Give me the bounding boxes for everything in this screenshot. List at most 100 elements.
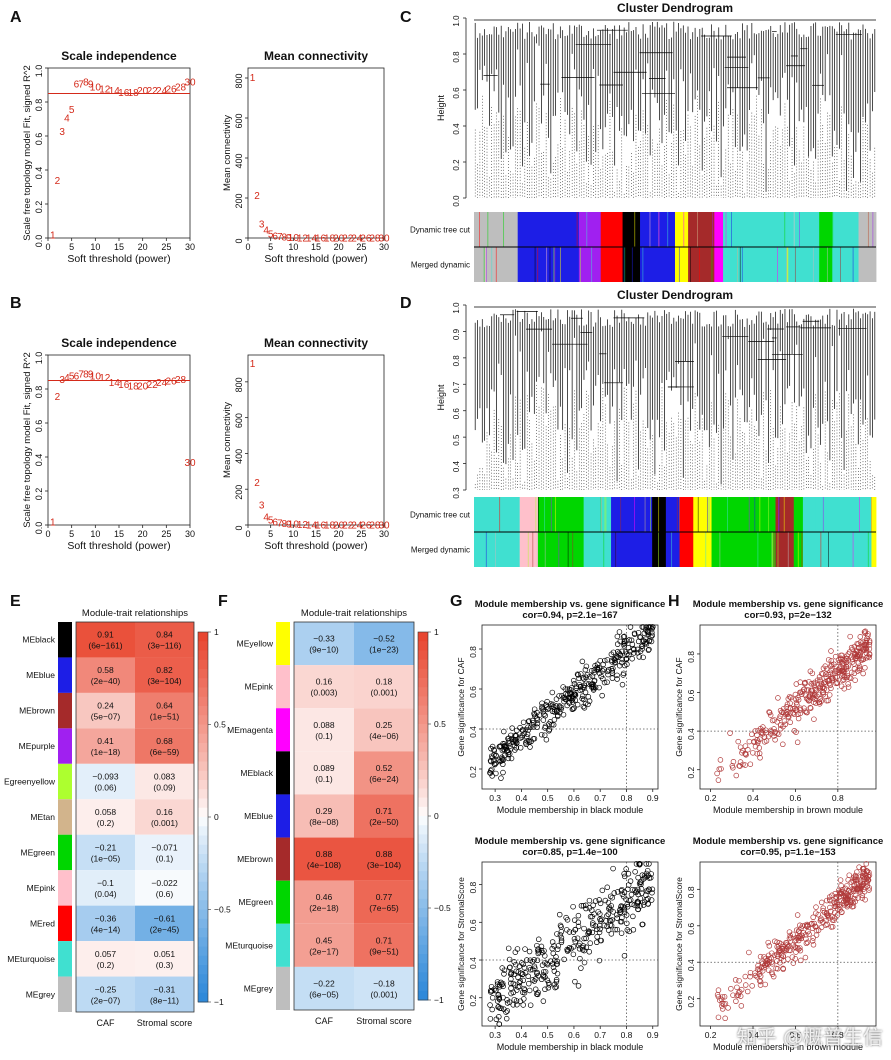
module-segment-black [622,247,641,282]
data-point [630,913,636,920]
colorbar-step [198,770,208,781]
cell-pvalue: (0.003) [311,688,338,698]
data-point [583,680,589,687]
data-point [797,945,803,951]
module-color-magenta [276,708,290,752]
data-point [826,680,833,687]
power-point: 2 [254,478,260,489]
colorbar-step [198,909,208,920]
data-point [534,724,540,730]
colorbar-step [198,696,208,707]
cell-value: 0.45 [316,935,333,945]
data-point [608,903,614,909]
data-point [733,998,739,1005]
module-stripe [553,247,555,282]
power-point: 2 [55,176,61,187]
power-point: 28 [175,375,187,386]
data-point [783,709,790,715]
module-stripe [537,247,539,282]
data-point [843,659,850,665]
power-point: 20 [333,234,345,245]
module-stripe [822,497,824,532]
cell-pvalue: (0.09) [153,783,175,793]
y-tick-label: 0.8 [686,886,696,898]
cell-value: 0.16 [156,807,173,817]
data-point [624,904,631,910]
cell-pvalue: (0.04) [94,889,116,899]
data-point [514,727,520,734]
data-point [586,949,593,955]
x-tick-label: 0 [245,242,250,252]
heat-cell [354,837,414,881]
x-axis-label: Module membership in black module [497,1042,644,1052]
module-segment-turquoise [583,532,612,567]
data-point [589,673,596,679]
data-point [605,911,612,918]
data-point [820,684,826,690]
data-point [851,885,858,892]
cell-pvalue: (4e−14) [91,924,121,934]
data-point [623,656,629,662]
data-point [603,918,609,924]
y-tick-label: 600 [234,113,244,128]
colorbar-step [198,632,208,642]
data-point [555,943,562,949]
data-point [752,972,759,979]
data-point [789,954,796,960]
module-stripe [786,247,788,282]
data-point [769,971,776,977]
data-point [851,883,857,889]
data-point [526,987,533,994]
data-point [646,861,652,867]
data-point [632,887,638,893]
data-point [757,953,764,960]
data-point [633,861,640,867]
data-point [860,868,867,875]
data-point [794,945,801,951]
module-stripe [683,212,685,247]
colorbar-step [418,954,428,964]
y-tick-label: 0.6 [686,923,696,935]
data-point [558,937,565,944]
data-point [631,646,637,652]
cell-pvalue: (0.6) [156,889,174,899]
cell-value: 0.58 [97,665,114,675]
y-tick-label: 0.8 [686,651,696,663]
module-stripe [644,497,646,532]
color-row-label: Dynamic tree cut [410,511,471,520]
data-point [715,987,722,993]
data-point [756,745,763,751]
data-point [496,744,503,750]
colorbar-step [198,752,208,762]
data-point [500,980,506,987]
data-point [865,633,871,639]
data-point [529,966,536,973]
x-tick-label: 5 [69,242,74,252]
y-tick-label: 0.6 [452,87,461,99]
data-point [541,732,548,738]
data-point [634,903,641,909]
data-point [866,885,872,891]
heatmap-frame [293,621,415,1011]
data-point [841,672,848,679]
module-segment-magenta [714,247,724,282]
data-point [590,681,596,687]
y-tick-label: 0.4 [452,123,461,135]
module-stripe [840,247,841,282]
data-point [775,695,781,701]
data-point [512,737,518,743]
cell-pvalue: (8e−11) [150,995,179,1005]
data-point [571,917,578,923]
data-point [795,946,802,952]
power-point: 16 [118,380,130,391]
data-point [757,736,763,742]
module-color-turquoise [276,923,290,967]
data-point [769,959,775,965]
data-point [802,681,808,687]
module-color-blue [276,794,290,838]
data-point [854,886,861,893]
colorbar-step [418,862,428,872]
row-label: MEyellow [237,639,274,649]
data-point [522,970,529,976]
